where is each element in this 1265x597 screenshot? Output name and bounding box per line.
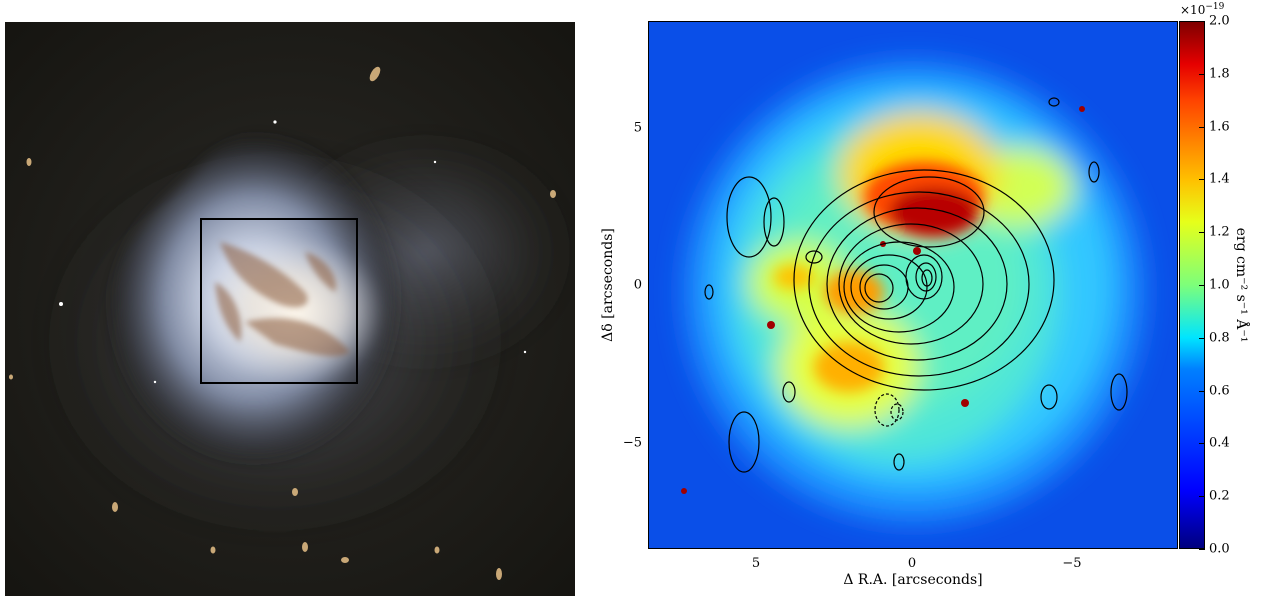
region-box (200, 218, 358, 384)
x-axis-label: Δ R.A. [arcseconds] (843, 572, 983, 588)
colorbar-tick-mark (1199, 21, 1205, 22)
colorbar-tick-mark (1199, 549, 1205, 550)
colorbar-tick-label: 0.0 (1209, 541, 1230, 557)
colorbar-tick-label: 0.6 (1209, 383, 1230, 399)
colorbar-tick-label: 0.8 (1209, 330, 1230, 346)
colorbar-tick-label: 1.2 (1209, 224, 1230, 240)
flux-map-figure: 5 0 −5 5 0 −5 Δ R.A. [arcseconds] Δδ [ar… (590, 0, 1265, 597)
colorbar-tick-label: 1.4 (1209, 171, 1230, 187)
colorbar-exponent: ×10−19 (1180, 2, 1225, 17)
colorbar-tick-label: 1.0 (1209, 277, 1230, 293)
x-tick-label: −5 (1062, 556, 1082, 571)
colorbar-tick-mark (1199, 496, 1205, 498)
colorbar-tick-mark (1199, 443, 1205, 445)
colorbar-tick-mark (1199, 285, 1205, 286)
y-axis-label: Δδ [arcseconds] (600, 228, 616, 342)
colorbar-tick-mark (1199, 179, 1205, 181)
colorbar-tick-label: 0.2 (1209, 488, 1230, 504)
x-tick-label: 0 (907, 556, 917, 571)
galaxy-image (5, 22, 575, 596)
colorbar-tick-label: 1.6 (1209, 119, 1230, 135)
colorbar-tick-label: 2.0 (1209, 13, 1230, 29)
colorbar-label: erg cm⁻² s⁻¹ Å⁻¹ (1233, 227, 1249, 343)
flux-map (648, 21, 1178, 549)
colorbar-tick-mark (1199, 337, 1205, 339)
colorbar-tick-mark (1199, 126, 1205, 128)
colorbar-tick-mark (1199, 73, 1205, 75)
colorbar-tick-label: 1.8 (1209, 66, 1230, 82)
colorbar-tick-mark (1199, 390, 1205, 392)
y-tick-label: −5 (622, 435, 642, 451)
y-tick-label: 5 (633, 120, 642, 136)
x-tick-label: 5 (751, 556, 761, 571)
y-tick-label: 0 (633, 277, 642, 293)
colorbar-tick-label: 0.4 (1209, 435, 1230, 451)
colorbar-tick-mark (1199, 232, 1205, 234)
